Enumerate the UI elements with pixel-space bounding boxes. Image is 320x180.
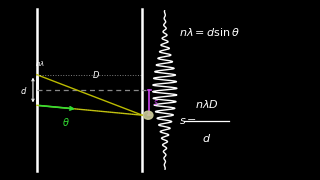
Text: $D$: $D$	[92, 69, 100, 80]
Ellipse shape	[143, 111, 153, 119]
Text: $s = $: $s = $	[179, 116, 197, 126]
Text: $n\lambda$: $n\lambda$	[35, 58, 45, 68]
Text: $\theta$: $\theta$	[62, 116, 69, 127]
Text: $n\lambda D$: $n\lambda D$	[195, 98, 218, 109]
Text: $d$: $d$	[20, 84, 27, 96]
Text: $d$: $d$	[202, 132, 211, 144]
Text: $n\lambda = d\sin\theta$: $n\lambda = d\sin\theta$	[179, 26, 240, 38]
Text: $s$: $s$	[153, 98, 158, 107]
